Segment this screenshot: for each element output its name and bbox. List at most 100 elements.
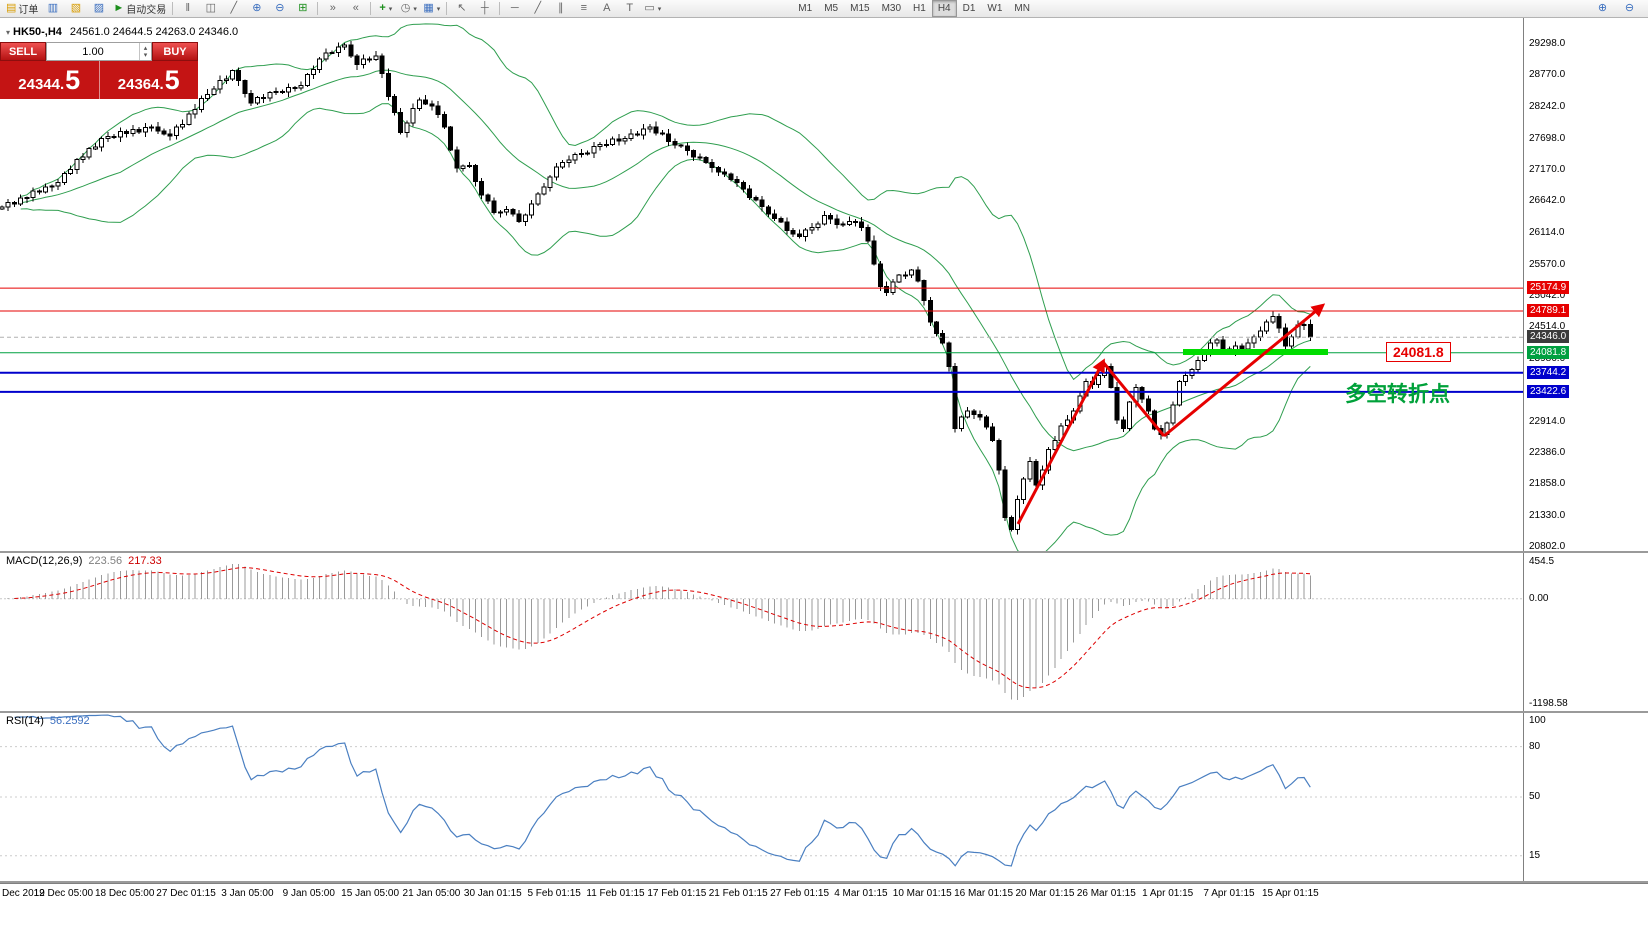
shapes-dropdown-icon: ▾	[657, 5, 662, 13]
horizontal-line-button[interactable]: ─	[503, 0, 526, 18]
zoom-out-button[interactable]: ⊖	[268, 0, 291, 18]
rsi-chart[interactable]	[0, 713, 1523, 881]
axis-label: 100	[1529, 715, 1546, 726]
axis-label: 28242.0	[1529, 100, 1566, 112]
candlestick-chart[interactable]	[0, 18, 1523, 551]
price-marker-badge: 23744.2	[1527, 365, 1570, 379]
window-zoom-in-button[interactable]: ⊕	[1591, 0, 1614, 18]
equidistant-channel-button[interactable]: ∥	[549, 0, 572, 18]
rsi-pane[interactable]: RSI(14) 56.2592	[0, 713, 1523, 881]
time-axis-label: Dec 2019	[2, 888, 45, 899]
timeframe-button-d1[interactable]: D1	[962, 3, 976, 14]
axis-label: 454.5	[1529, 556, 1555, 567]
bar-chart-button[interactable]: ‖	[176, 0, 199, 18]
candlestick-chart-button[interactable]: ◫	[199, 0, 222, 18]
auto-trading-button[interactable]: ► 自动交易	[110, 0, 169, 18]
auto-scroll-button[interactable]: »	[321, 0, 344, 18]
market-watch-button[interactable]: ▥	[41, 0, 64, 18]
toolbar-separator	[446, 2, 448, 15]
indicators-button[interactable]: + ▾	[374, 0, 397, 18]
new-order-label: 订单	[18, 5, 39, 16]
trend-line-button[interactable]: ╱	[526, 0, 549, 18]
lot-increase-button[interactable]: ▴	[143, 44, 148, 52]
zoom-in-button[interactable]: ⊕	[245, 0, 268, 18]
macd-signal-value: 217.33	[128, 555, 162, 567]
lot-size-input[interactable]	[47, 43, 139, 60]
main-chart-pane[interactable]: ▾ HK50-,H4 24561.0 24644.5 24263.0 24346.0…	[0, 18, 1523, 551]
window-zoom-out-button[interactable]: ⊖	[1618, 0, 1641, 18]
price-axis: 29298.0 28770.0 28242.0 27698.0 27170.0 26642…	[1523, 18, 1648, 883]
crosshair-icon: ┼	[480, 2, 489, 14]
line-chart-button[interactable]: ╱	[222, 0, 245, 18]
shapes-button[interactable]: ▭ ▾	[641, 0, 664, 18]
timeframe-button-m5[interactable]: M5	[824, 3, 839, 14]
one-click-trading-panel: SELL ▴ ▾ BUY 24344.5 24364.5	[0, 42, 198, 99]
grid-icon: ⊞	[298, 2, 308, 14]
time-axis-label: 16 Mar 01:15	[954, 888, 1014, 899]
chart-ohlc-values: 24561.0 24644.5 24263.0 24346.0	[69, 26, 239, 38]
collapse-panel-icon[interactable]: ▾	[6, 28, 11, 37]
macd-main-value: 223.56	[88, 555, 123, 567]
macd-label: MACD(12,26,9)	[6, 555, 83, 567]
text-label-icon: T	[626, 2, 634, 14]
sell-price-main: 24344.	[18, 76, 65, 93]
axis-label: 26642.0	[1529, 195, 1566, 207]
axis-label: 27170.0	[1529, 164, 1566, 176]
time-axis-label: 15 Apr 01:15	[1261, 888, 1319, 899]
time-axis-label: 15 Jan 05:00	[341, 888, 400, 899]
periods-icon: ◷	[400, 2, 411, 14]
sell-button[interactable]: SELL	[0, 42, 46, 61]
terminal-button[interactable]: ▨	[87, 0, 110, 18]
pane-separator[interactable]	[0, 881, 1648, 883]
timeframe-button-h1[interactable]: H1	[913, 3, 926, 14]
macd-pane[interactable]: MACD(12,26,9) 223.56 217.33	[0, 553, 1523, 711]
lot-decrease-button[interactable]: ▾	[143, 51, 148, 59]
toolbar-right-group: ⊕ ⊖	[1591, 0, 1645, 18]
buy-button[interactable]: BUY	[152, 42, 198, 61]
turning-point-annotation[interactable]: 多空转折点	[1345, 383, 1450, 406]
buy-price-big-digit: 5	[164, 65, 180, 95]
buy-price[interactable]: 24364. 5	[100, 61, 199, 99]
crosshair-button[interactable]: ┼	[473, 0, 496, 18]
chart-shift-button[interactable]: «	[344, 0, 367, 18]
axis-label: 15	[1529, 849, 1541, 861]
timeframe-button-m15[interactable]: M15	[850, 3, 870, 14]
templates-button[interactable]: ▦ ▾	[420, 0, 443, 18]
lot-size-box: ▴ ▾	[46, 42, 152, 61]
price-level-callout[interactable]: 24081.8	[1386, 342, 1451, 362]
timeframe-button-m1[interactable]: M1	[798, 3, 813, 14]
time-axis-label: 5 Feb 01:15	[527, 888, 581, 899]
text-button[interactable]: A	[595, 0, 618, 18]
periods-button[interactable]: ◷ ▾	[397, 0, 420, 18]
timeframe-button-w1[interactable]: W1	[987, 3, 1003, 14]
time-axis-label: 18 Dec 05:00	[94, 888, 155, 899]
timeframe-button-h4[interactable]: H4	[931, 0, 957, 17]
time-axis-label: 30 Jan 01:15	[463, 888, 522, 899]
time-axis-label: 9 Jan 05:00	[282, 888, 335, 899]
axis-label: 0.00	[1529, 592, 1549, 604]
sell-price[interactable]: 24344. 5	[0, 61, 100, 99]
text-label-button[interactable]: T	[618, 0, 641, 18]
strategy-tester-button[interactable]: ▧	[64, 0, 87, 18]
fibonacci-button[interactable]: ≡	[572, 0, 595, 18]
timeframe-button-m30[interactable]: M30	[881, 3, 902, 14]
equidistant-channel-icon: ∥	[558, 2, 564, 14]
axis-label: 29298.0	[1529, 38, 1566, 50]
toolbar-separator	[499, 2, 501, 15]
cursor-icon: ↖	[457, 2, 467, 14]
macd-chart[interactable]	[0, 553, 1523, 711]
periods-dropdown-icon: ▾	[413, 5, 417, 13]
chart-ohlc-header: ▾ HK50-,H4 24561.0 24644.5 24263.0 24346.0	[6, 26, 238, 38]
timeframe-button-mn[interactable]: MN	[1014, 3, 1030, 14]
axis-label: 25570.0	[1529, 258, 1566, 270]
cursor-button[interactable]: ↖	[450, 0, 473, 18]
auto-trading-icon: ►	[113, 2, 125, 14]
new-order-button[interactable]: ▤ 订单	[3, 0, 41, 18]
indicators-icon: +	[379, 2, 386, 14]
time-axis-label: 12 Dec 05:00	[33, 888, 94, 899]
pane-separator[interactable]	[0, 551, 1648, 553]
toolbar: ▤ 订单 ▥ ▧ ▨ ► 自动交易 ‖ ◫ ╱ ⊕ ⊖ ⊞» «+ ▾ ◷ ▾ ▦ ▾ ↖ ┼ ─ ╱ ∥ ≡ A T ▭ ▾ M1 M5 M…	[0, 0, 1648, 18]
time-axis-label: 17 Feb 01:15	[647, 888, 707, 899]
grid-button[interactable]: ⊞	[291, 0, 314, 18]
pane-separator[interactable]	[0, 711, 1648, 713]
